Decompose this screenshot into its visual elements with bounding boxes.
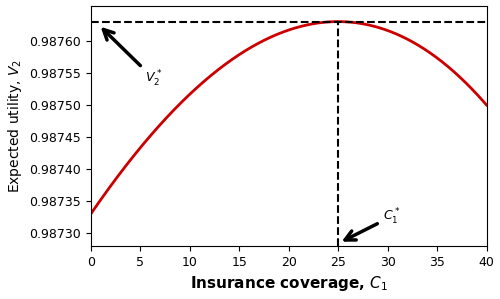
Y-axis label: Expected utility, $V_2$: Expected utility, $V_2$ [6,59,24,193]
Text: $V_2^*$: $V_2^*$ [104,30,162,89]
X-axis label: Insurance coverage, $C_1$: Insurance coverage, $C_1$ [190,274,388,293]
Text: $C_1^*$: $C_1^*$ [345,207,400,240]
